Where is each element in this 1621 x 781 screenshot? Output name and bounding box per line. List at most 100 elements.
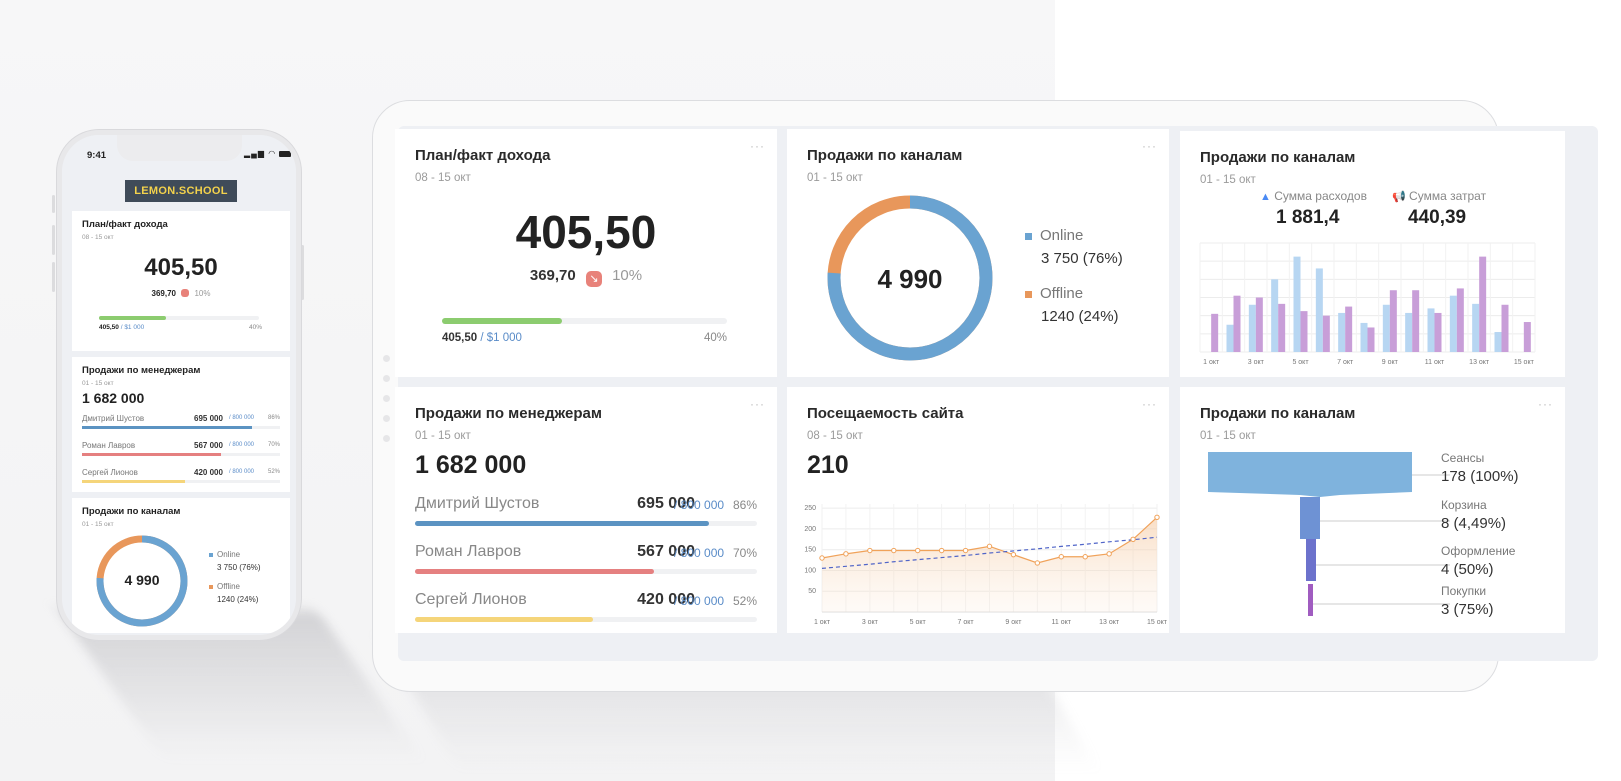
progress-plan: / $1 000 bbox=[120, 324, 145, 331]
progress-caption: 405,50 / $1 000 bbox=[99, 324, 144, 331]
legend-expenses-label: Сумма расходов bbox=[1274, 189, 1367, 203]
card-title: Продажи по каналам bbox=[1200, 405, 1356, 422]
data-point bbox=[1106, 551, 1112, 557]
bar-costs bbox=[1322, 315, 1330, 352]
bar-expenses bbox=[1449, 295, 1457, 352]
bar-expenses bbox=[1226, 324, 1234, 352]
data-point bbox=[1082, 554, 1088, 560]
more-icon[interactable]: ··· bbox=[1142, 139, 1157, 153]
battery-icon bbox=[279, 150, 292, 157]
card-date: 01 - 15 окт bbox=[807, 172, 863, 184]
legend-expenses-value: 1 881,4 bbox=[1276, 207, 1340, 228]
channels-bars-card: Продажи по каналам 01 - 15 окт ▲ Сумма р… bbox=[1180, 131, 1565, 377]
bar-costs bbox=[1501, 304, 1509, 352]
x-tick-label: 5 окт bbox=[910, 619, 927, 626]
manager-value: 695 000 bbox=[637, 495, 695, 512]
progress-plan: / $1 000 bbox=[480, 332, 522, 344]
manager-bar bbox=[82, 426, 280, 429]
legend-online-label: Online bbox=[1040, 227, 1084, 244]
card-date: 08 - 15 окт bbox=[807, 430, 863, 442]
bar-costs bbox=[1345, 306, 1353, 352]
legend-offline: Offline 1240 (24%) bbox=[1025, 285, 1119, 325]
bar-expenses bbox=[1271, 279, 1279, 352]
legend-expenses: ▲ Сумма расходов 1 881,4 bbox=[1260, 189, 1367, 229]
offline-swatch bbox=[1025, 290, 1032, 298]
managers-total: 1 682 000 bbox=[415, 451, 527, 479]
manager-bar bbox=[82, 480, 280, 483]
data-point bbox=[1034, 560, 1041, 566]
bar-costs bbox=[1456, 288, 1464, 352]
bar-costs bbox=[1255, 297, 1263, 352]
bar-expenses bbox=[1472, 303, 1480, 352]
progress-fill bbox=[442, 318, 562, 324]
bar-expenses bbox=[1293, 256, 1301, 352]
donut-chart bbox=[827, 195, 993, 361]
manager-plan: / 800 000 bbox=[229, 442, 255, 448]
megaphone-icon: 📢 bbox=[1392, 191, 1406, 203]
bar-costs bbox=[1412, 290, 1420, 352]
data-point bbox=[1154, 514, 1160, 520]
data-point bbox=[962, 547, 969, 554]
progress-fill bbox=[99, 316, 167, 320]
more-icon[interactable]: ··· bbox=[750, 139, 765, 153]
manager-bar bbox=[415, 521, 757, 526]
phone-notch bbox=[117, 135, 242, 161]
funnel-step-value: 8 (4,49%) bbox=[1441, 515, 1507, 532]
bar-costs bbox=[1389, 290, 1397, 352]
manager-bar-fill bbox=[82, 453, 221, 456]
logo: LEMON.SCHOOL bbox=[125, 180, 237, 202]
line-chart: 50 100 150 200 250 1 окт 3 окт 5 окт 7 окт 9 окт 1… bbox=[804, 504, 1167, 626]
manager-bar bbox=[415, 617, 757, 622]
card-date: 01 - 15 окт bbox=[82, 380, 114, 387]
legend-costs-label: Сумма затрат bbox=[1409, 189, 1487, 203]
data-point bbox=[867, 547, 873, 554]
phone-button bbox=[52, 262, 55, 292]
bar-expenses bbox=[1315, 268, 1323, 352]
funnel-step-label: Оформление bbox=[1441, 544, 1516, 558]
funnel-step-cart bbox=[1300, 497, 1320, 539]
data-point bbox=[1130, 536, 1136, 543]
managers-total: 1 682 000 bbox=[82, 390, 145, 406]
card-title: План/факт дохода bbox=[415, 147, 551, 164]
traffic-card: Посещаемость сайта 08 - 15 окт ··· 210 5… bbox=[787, 387, 1169, 633]
more-icon[interactable]: ··· bbox=[1538, 397, 1553, 411]
progress-pct: 40% bbox=[703, 332, 727, 344]
x-tick-label: 5 окт bbox=[1292, 359, 1309, 366]
card-date: 08 - 15 окт bbox=[415, 172, 471, 184]
signal-icon: ▂▄▆ bbox=[244, 149, 265, 158]
google-ads-icon: ▲ bbox=[1260, 191, 1271, 203]
donut-center-value: 4 990 bbox=[124, 572, 160, 588]
data-point bbox=[1058, 554, 1064, 560]
phone-button bbox=[52, 225, 55, 255]
x-tick-label: 9 окт bbox=[1382, 359, 1399, 366]
manager-name: Роман Лавров bbox=[415, 543, 522, 560]
bar-costs bbox=[1367, 327, 1375, 352]
y-tick-label: 50 bbox=[808, 588, 816, 595]
trend-line bbox=[821, 536, 1158, 569]
progress-value: 405,50 bbox=[442, 332, 478, 344]
card-date: 01 - 15 окт bbox=[1200, 430, 1256, 442]
legend-offline-value: 1240 (24%) bbox=[1041, 308, 1119, 325]
manager-bar-fill bbox=[415, 521, 710, 526]
manager-name: Роман Лавров bbox=[82, 441, 136, 450]
x-tick-label: 15 окт bbox=[1514, 359, 1535, 366]
offline-swatch bbox=[209, 584, 213, 589]
funnel-card: Продажи по каналам 01 - 15 окт ··· Сеанс… bbox=[1180, 387, 1565, 633]
manager-bar-fill bbox=[415, 617, 593, 622]
more-icon[interactable]: ··· bbox=[1142, 397, 1157, 411]
card-title: Продажи по каналам bbox=[1200, 149, 1356, 166]
manager-pct: 52% bbox=[732, 594, 757, 608]
tablet-dots bbox=[383, 355, 391, 455]
bar-expenses bbox=[1405, 312, 1413, 352]
phone-channels-card: Продажи по каналам 01 - 15 окт 4 990 Onl… bbox=[72, 498, 290, 633]
manager-bar bbox=[82, 453, 280, 456]
card-date: 01 - 15 окт bbox=[415, 430, 471, 442]
card-title: План/факт дохода bbox=[82, 219, 168, 230]
manager-pct: 70% bbox=[732, 546, 757, 560]
trend-down-icon bbox=[181, 289, 190, 297]
bar-expenses bbox=[1427, 308, 1435, 352]
manager-value: 567 000 bbox=[194, 441, 223, 450]
trend-down-icon: ↘ bbox=[585, 271, 602, 287]
more-icon[interactable]: ··· bbox=[750, 397, 765, 411]
phone-frame: 9:41 ▂▄▆ ◠ LEMON.SCHOOL План/факт дохода… bbox=[57, 130, 301, 640]
